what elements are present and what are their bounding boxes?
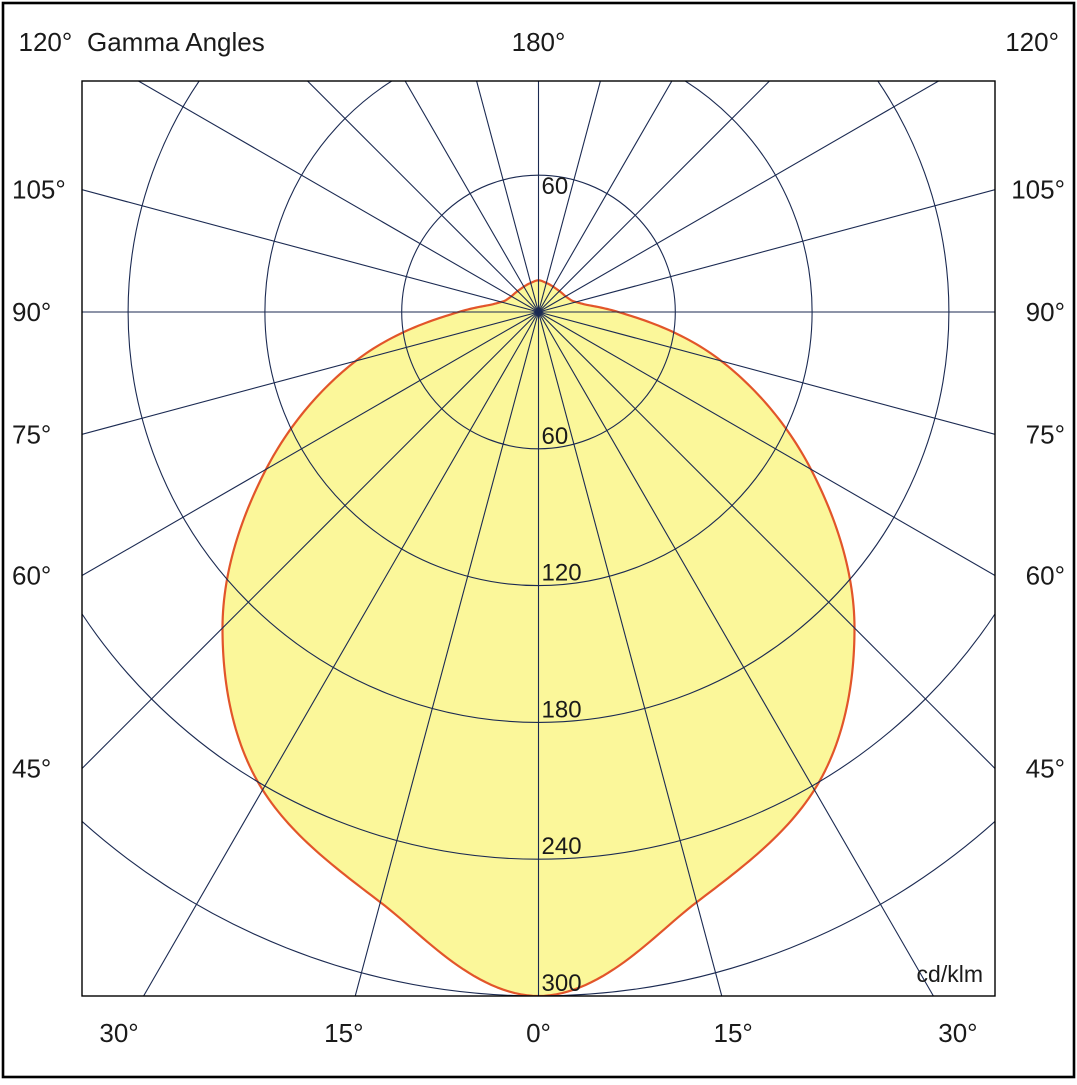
svg-text:90°: 90° — [1026, 297, 1065, 327]
svg-text:45°: 45° — [1026, 754, 1065, 784]
svg-text:15°: 15° — [714, 1018, 753, 1048]
svg-text:75°: 75° — [1026, 419, 1065, 449]
svg-text:60: 60 — [542, 173, 569, 200]
svg-text:180: 180 — [542, 696, 582, 723]
svg-text:75°: 75° — [12, 419, 51, 449]
svg-text:90°: 90° — [12, 297, 51, 327]
svg-text:30°: 30° — [938, 1018, 977, 1048]
svg-text:cd/klm: cd/klm — [917, 961, 983, 987]
svg-text:Gamma Angles: Gamma Angles — [87, 27, 265, 57]
svg-text:180°: 180° — [512, 27, 566, 57]
svg-text:60: 60 — [542, 423, 569, 450]
svg-text:105°: 105° — [1011, 175, 1065, 205]
svg-text:105°: 105° — [12, 175, 66, 205]
svg-text:60°: 60° — [12, 561, 51, 591]
svg-text:45°: 45° — [12, 754, 51, 784]
svg-text:120: 120 — [542, 560, 582, 587]
svg-text:0°: 0° — [526, 1018, 551, 1048]
svg-text:60°: 60° — [1026, 561, 1065, 591]
svg-text:300: 300 — [542, 970, 582, 997]
svg-text:240: 240 — [542, 833, 582, 860]
svg-text:15°: 15° — [324, 1018, 363, 1048]
svg-text:30°: 30° — [99, 1018, 138, 1048]
svg-text:120°: 120° — [1005, 27, 1059, 57]
svg-text:120°: 120° — [19, 27, 73, 57]
